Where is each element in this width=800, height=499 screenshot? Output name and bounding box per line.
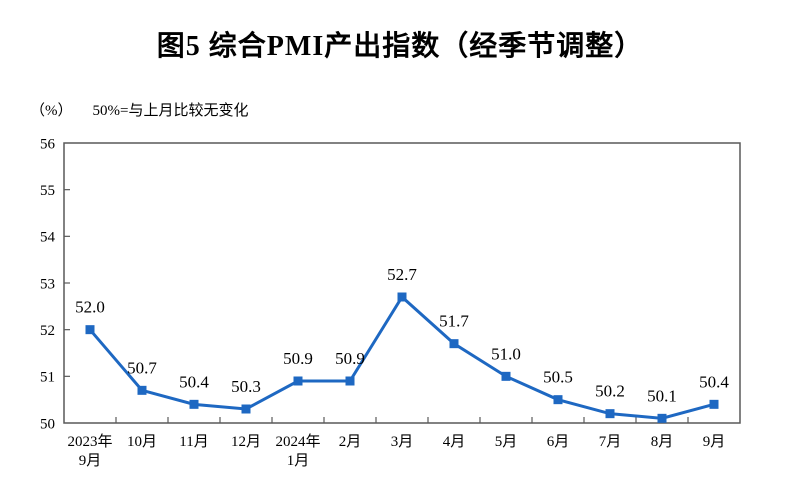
y-axis-label: 52 [40,323,55,339]
x-axis-label: 9月 [79,453,102,469]
data-point-marker [241,404,251,414]
figure-title: 图5 综合PMI产出指数（经季节调整） [156,31,644,62]
x-axis-label: 3月 [391,434,414,450]
x-axis-label: 12月 [231,434,261,450]
x-axis-label: 10月 [127,434,157,450]
x-axis-label: 8月 [651,434,674,450]
line-chart: 50 51 52 53 54 55 56 2023年 9月 10月 11月 12月 2024年 1月 2月 3… [0,120,800,499]
x-axis-label: 7月 [599,434,622,450]
data-point-label: 50.7 [127,358,157,377]
data-point-marker [605,409,615,419]
data-point-label: 52.0 [75,298,105,317]
x-axis-label: 6月 [547,434,570,450]
y-axis-label: 56 [40,136,56,152]
axis-note-row: （%） 50%=与上月比较无变化 [30,99,248,120]
data-point-marker [709,399,719,409]
data-point-label: 50.9 [335,349,365,368]
data-point-label: 51.7 [439,312,469,331]
x-axis-label: 9月 [703,434,726,450]
x-axis-label: 4月 [443,434,466,450]
data-point-marker [85,325,95,335]
x-axis-label: 2月 [339,434,362,450]
baseline-note: 50%=与上月比较无变化 [92,103,249,119]
chart-svg: 50 51 52 53 54 55 56 2023年 9月 10月 11月 12月 2024年 1月 2月 3… [40,136,741,469]
data-point-marker [345,376,355,386]
data-point-label: 52.7 [387,265,417,284]
data-point-label: 50.4 [179,372,209,391]
x-axis-label: 5月 [495,434,518,450]
data-point-marker [397,292,407,302]
data-point-marker [657,413,667,423]
x-axis-label: 2024年 [275,433,320,450]
data-point-label: 50.2 [595,382,625,401]
data-point-label: 50.5 [543,368,573,387]
y-axis-label: 53 [40,276,55,292]
x-axis-label: 11月 [179,434,208,450]
data-point-marker [501,371,511,381]
data-point-label: 51.0 [491,344,521,363]
data-point-marker [293,376,303,386]
y-axis-label: 55 [40,183,55,199]
data-point-marker [449,339,459,349]
y-axis-label: 50 [40,416,55,432]
x-axis-label: 2023年 [67,433,112,450]
data-point-label: 50.3 [231,377,261,396]
y-axis-label: 54 [40,230,56,246]
data-point-marker [189,399,199,409]
data-point-marker [137,385,147,395]
unit-label: （%） [30,103,73,119]
y-axis-label: 51 [40,370,55,386]
data-point-marker [553,395,563,405]
data-point-label: 50.9 [283,349,313,368]
x-axis-label: 1月 [287,453,310,469]
data-point-label: 50.1 [647,386,677,405]
data-point-label: 50.4 [699,372,729,391]
